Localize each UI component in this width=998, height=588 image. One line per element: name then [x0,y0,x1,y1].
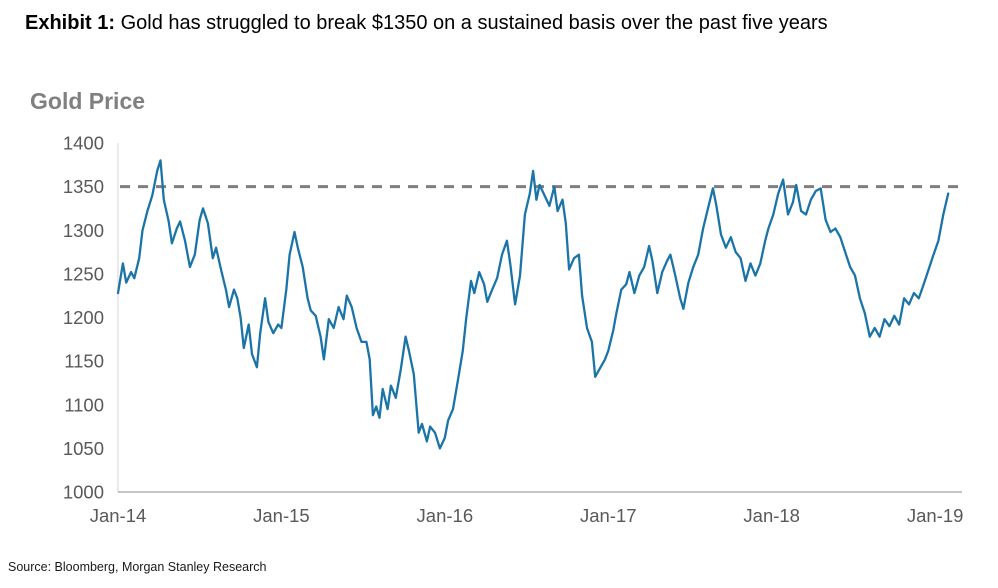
exhibit-title: Exhibit 1: Gold has struggled to break $… [25,10,970,37]
x-tick-label: Jan-14 [90,505,147,526]
x-tick-label: Jan-17 [580,505,637,526]
exhibit-label: Exhibit 1: [25,12,116,34]
y-tick-label: 1150 [64,351,104,372]
y-tick-label: 1050 [63,438,104,459]
x-tick-label: Jan-15 [253,505,310,526]
y-tick-label: 1400 [63,133,104,154]
y-tick-label: 1100 [64,394,104,415]
y-tick-label: 1350 [63,176,104,197]
source-note: Source: Bloomberg, Morgan Stanley Resear… [8,560,267,574]
y-tick-label: 1000 [63,482,104,503]
x-tick-label: Jan-18 [743,505,800,526]
y-tick-label: 1200 [63,307,104,328]
x-tick-label: Jan-19 [907,505,964,526]
chart-title: Gold Price [30,88,146,114]
gold-price-line [116,159,950,450]
exhibit-title-text: Gold has struggled to break $1350 on a s… [115,12,828,34]
y-tick-label: 1250 [63,263,104,284]
y-tick-label: 1300 [63,220,104,241]
x-tick-label: Jan-16 [417,505,474,526]
